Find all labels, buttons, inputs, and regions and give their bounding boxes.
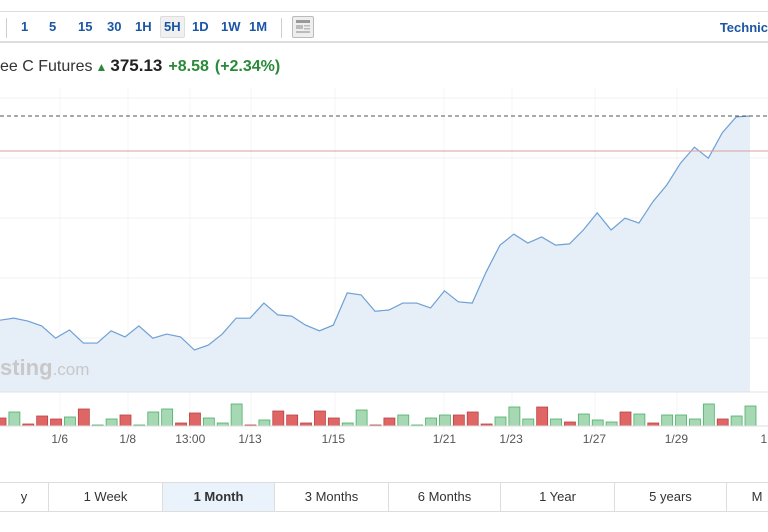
price-change-percent: (+2.34%) [214, 58, 281, 75]
x-tick-label: 1/15 [322, 432, 346, 446]
technical-link[interactable]: Technic [719, 20, 768, 35]
timeframe-5h[interactable]: 5H [160, 16, 185, 38]
volume-bar [8, 411, 21, 427]
volume-bar [105, 418, 118, 427]
volume-bar [314, 410, 326, 427]
volume-bar [258, 419, 271, 427]
volume-bar [508, 406, 521, 427]
price-change: +8.58 [168, 58, 209, 75]
volume-bar [119, 414, 132, 427]
volume-bar [230, 403, 243, 427]
volume-bar [730, 415, 743, 427]
range-3-months[interactable]: 3 Months [275, 483, 389, 511]
range-5-years[interactable]: 5 years [615, 483, 727, 511]
volume-bar [327, 417, 340, 427]
volume-bar [161, 408, 174, 427]
volume-bar [383, 417, 396, 427]
volume-bar [272, 410, 285, 427]
volume-bar [286, 414, 299, 427]
volume-bar [439, 414, 451, 427]
volume-bar [689, 418, 701, 427]
timeframe-15[interactable]: 15 [78, 19, 93, 34]
volume-bar [0, 417, 7, 427]
range-1-year[interactable]: 1 Year [501, 483, 615, 511]
x-tick-label: 1/21 [433, 432, 457, 446]
timeframe-30[interactable]: 30 [107, 19, 122, 34]
last-price: 375.13 [110, 56, 163, 75]
range-m[interactable]: M [727, 483, 768, 511]
volume-bar [744, 405, 757, 427]
price-area [0, 116, 750, 392]
volume-bar [189, 412, 201, 427]
timeframe-1h[interactable]: 1H [135, 19, 152, 34]
volume-bar [466, 411, 479, 427]
volume-bar [50, 418, 62, 427]
timeframe-1d[interactable]: 1D [192, 19, 209, 34]
x-tick-label: 13:00 [175, 432, 205, 446]
divider [281, 18, 282, 38]
price-chart[interactable]: 1/6 1/8 13:00 1/13 1/15 1/21 1/23 1/27 1/29 1 [0, 88, 768, 448]
x-tick-label: 1/23 [499, 432, 523, 446]
timeframe-5[interactable]: 5 [49, 19, 57, 34]
x-tick-label: 1/29 [665, 432, 689, 446]
timeframe-1m[interactable]: 1M [249, 19, 268, 34]
volume-bar [494, 416, 507, 427]
range-1-week[interactable]: 1 Week [49, 483, 163, 511]
volume-bar [633, 413, 646, 427]
volume-bar [425, 417, 437, 427]
volume-bar [77, 408, 90, 427]
volume-bar [536, 406, 549, 427]
volume-bar [661, 414, 674, 427]
x-tick-label: 1/27 [583, 432, 607, 446]
volume-bar [564, 421, 576, 427]
timeframe-1w[interactable]: 1W [221, 19, 241, 34]
volume-bar [591, 419, 604, 427]
volume-bar [550, 418, 562, 427]
volume-bar [202, 417, 215, 427]
volume-bar [577, 413, 590, 427]
range-y[interactable]: y [0, 483, 49, 511]
volume-bar [605, 421, 618, 427]
divider [6, 18, 7, 38]
volume-bar [452, 414, 465, 427]
layout-icon[interactable] [292, 16, 314, 38]
watermark-logo: sting.com [0, 355, 90, 380]
volume-bar [522, 418, 535, 427]
instrument-name: ee C Futures [0, 58, 93, 75]
volume-bar [675, 414, 687, 427]
chart-toolbar: 1 5 15 30 1H 5H 1D 1W 1M Technic [0, 11, 768, 43]
x-tick-label: 1/6 [51, 432, 68, 446]
range-6-months[interactable]: 6 Months [389, 483, 501, 511]
volume-bar [147, 411, 160, 427]
volume-bar [397, 414, 410, 427]
quote-header: ee C Futures ▲ 375.13 +8.58 (+2.34%) [0, 56, 280, 76]
price-line [0, 115, 751, 351]
range-1-month[interactable]: 1 Month [163, 483, 275, 511]
x-tick-label: 1/13 [238, 432, 262, 446]
volume-bar [716, 418, 729, 427]
volume-bar [36, 415, 49, 427]
volume-bar [355, 409, 368, 427]
up-arrow-icon: ▲ [95, 60, 108, 74]
x-tick-label: 1/8 [119, 432, 136, 446]
volume-bar [702, 403, 715, 427]
timeframe-1[interactable]: 1 [21, 19, 29, 34]
volume-bar [619, 411, 632, 427]
volume-bar [64, 416, 76, 427]
x-tick-label: 1 [761, 432, 768, 446]
